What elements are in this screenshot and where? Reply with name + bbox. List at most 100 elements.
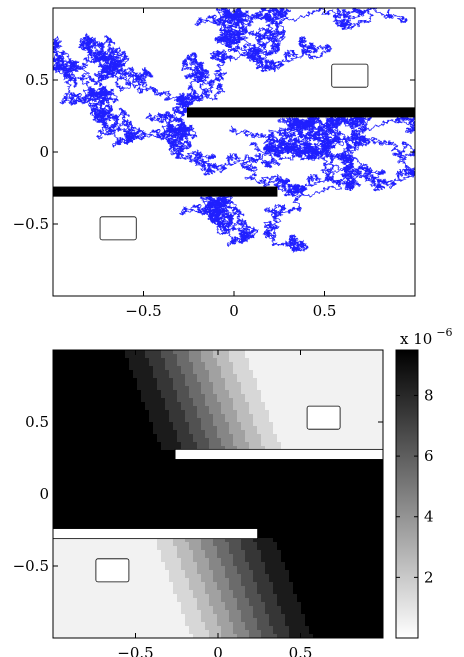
field-cell	[141, 414, 146, 419]
field-cell	[169, 574, 174, 579]
field-cell	[73, 350, 78, 355]
field-cell	[321, 366, 326, 371]
field-cell	[109, 370, 114, 375]
field-cell	[273, 430, 278, 435]
field-cell	[57, 574, 62, 579]
field-cell	[189, 570, 194, 575]
field-cell	[197, 442, 202, 447]
field-cell	[269, 510, 274, 515]
field-cell	[377, 510, 382, 515]
field-cell	[205, 414, 210, 419]
field-cell	[361, 362, 366, 367]
field-cell	[369, 510, 374, 515]
field-cell	[57, 582, 62, 587]
field-cell	[201, 378, 206, 383]
field-cell	[109, 546, 114, 551]
field-cell	[125, 386, 130, 391]
field-cell	[153, 494, 158, 499]
field-cell	[265, 518, 270, 523]
field-cell	[117, 466, 122, 471]
field-cell	[317, 562, 322, 567]
field-cell	[281, 438, 286, 443]
field-cell	[129, 466, 134, 471]
field-cell	[321, 534, 326, 539]
field-cell	[265, 366, 270, 371]
field-cell	[313, 494, 318, 499]
field-cell	[369, 394, 374, 399]
field-cell	[369, 442, 374, 447]
field-cell	[241, 502, 246, 507]
field-cell	[213, 502, 218, 507]
field-cell	[193, 458, 198, 463]
field-cell	[349, 382, 354, 387]
field-cell	[237, 390, 242, 395]
field-cell	[197, 422, 202, 427]
field-cell	[85, 370, 90, 375]
field-cell	[325, 458, 330, 463]
field-cell	[77, 350, 82, 355]
field-cell	[177, 426, 182, 431]
field-cell	[289, 530, 294, 535]
field-cell	[373, 378, 378, 383]
field-cell	[181, 418, 186, 423]
bottom-panel: −0.5 0 0.5 0.50−0.5	[13, 349, 384, 657]
field-cell	[173, 554, 178, 559]
field-cell	[225, 402, 230, 407]
field-cell	[53, 434, 58, 439]
field-cell	[197, 466, 202, 471]
field-cell	[189, 414, 194, 419]
field-cell	[125, 498, 130, 503]
field-cell	[129, 434, 134, 439]
field-cell	[341, 350, 346, 355]
field-cell	[157, 542, 162, 547]
field-cell	[377, 434, 382, 439]
field-cell	[121, 354, 126, 359]
field-cell	[357, 390, 362, 395]
field-cell	[205, 438, 210, 443]
field-cell	[105, 462, 110, 467]
field-cell	[301, 566, 306, 571]
field-cell	[261, 370, 266, 375]
field-cell	[149, 354, 154, 359]
field-cell	[149, 518, 154, 523]
field-cell	[317, 390, 322, 395]
field-cell	[97, 470, 102, 475]
field-cell	[153, 418, 158, 423]
field-cell	[85, 434, 90, 439]
field-cell	[189, 386, 194, 391]
field-cell	[245, 414, 250, 419]
field-cell	[209, 478, 214, 483]
field-cell	[309, 466, 314, 471]
field-cell	[61, 438, 66, 443]
field-cell	[65, 362, 70, 367]
field-cell	[153, 442, 158, 447]
field-cell	[77, 390, 82, 395]
field-cell	[193, 506, 198, 511]
field-cell	[249, 586, 254, 591]
field-cell	[65, 482, 70, 487]
field-cell	[237, 466, 242, 471]
field-cell	[65, 354, 70, 359]
field-cell	[197, 414, 202, 419]
field-cell	[85, 366, 90, 371]
field-cell	[69, 582, 74, 587]
field-cell	[297, 470, 302, 475]
field-cell	[269, 478, 274, 483]
field-cell	[245, 386, 250, 391]
field-cell	[173, 502, 178, 507]
field-cell	[149, 402, 154, 407]
field-cell	[321, 394, 326, 399]
field-cell	[349, 522, 354, 527]
field-cell	[365, 430, 370, 435]
field-cell	[221, 374, 226, 379]
field-cell	[193, 486, 198, 491]
field-cell	[157, 394, 162, 399]
field-cell	[293, 506, 298, 511]
field-cell	[69, 414, 74, 419]
field-cell	[161, 430, 166, 435]
field-cell	[133, 358, 138, 363]
field-cell	[341, 354, 346, 359]
field-cell	[313, 474, 318, 479]
field-cell	[249, 478, 254, 483]
field-cell	[293, 430, 298, 435]
